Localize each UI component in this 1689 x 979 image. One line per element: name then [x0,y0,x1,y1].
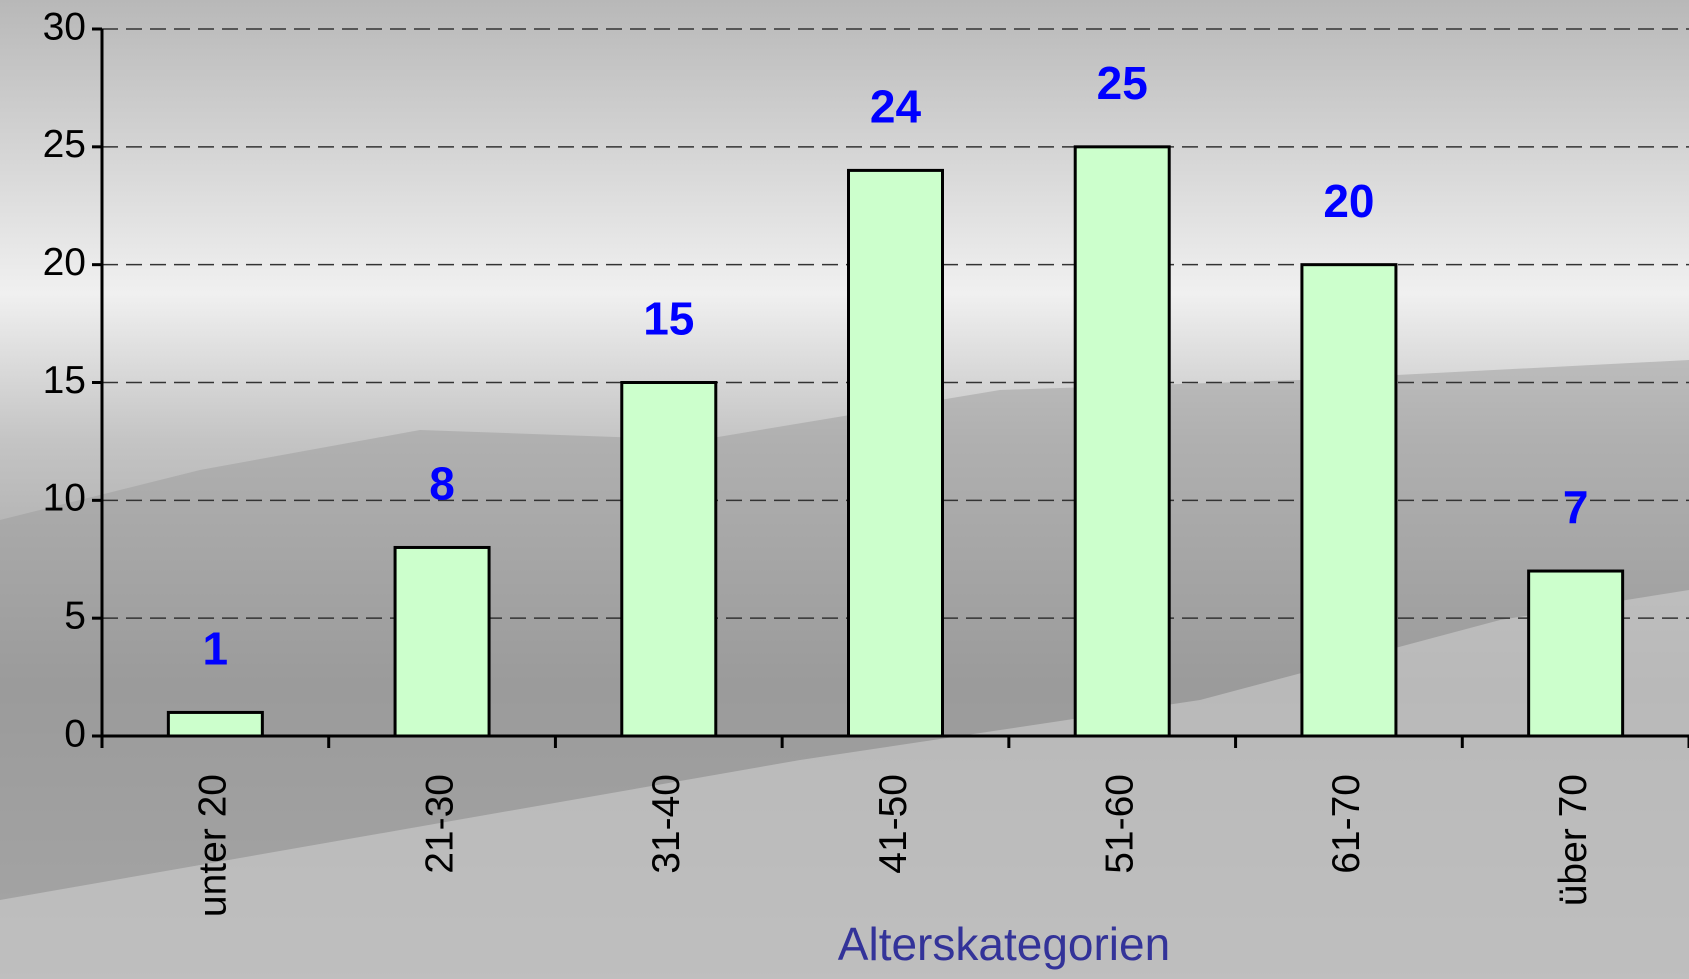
value-label: 7 [1563,481,1589,533]
y-tick-label: 25 [43,123,86,166]
y-tick-label: 20 [43,241,86,284]
bar [1073,145,1171,738]
bar [393,545,491,738]
x-tick-label: unter 20 [192,774,235,917]
value-label: 24 [870,81,922,133]
bar [847,168,944,738]
y-tick-label: 0 [64,712,86,755]
value-label: 1 [203,623,229,675]
bar [620,381,718,738]
x-tick-label: 61-70 [1325,774,1368,874]
x-tick-label: über 70 [1552,774,1595,906]
x-tick-label: 51-60 [1099,774,1142,874]
bar [166,710,264,738]
value-label: 25 [1097,57,1148,109]
x-axis-title: Alterskategorien [838,918,1170,970]
x-tick-label: 31-40 [645,774,688,874]
value-label: 20 [1323,175,1374,227]
value-label: 15 [643,293,694,345]
y-tick-label: 5 [64,594,86,637]
y-tick-label: 10 [43,477,86,520]
x-tick-label: 21-30 [418,774,461,874]
x-tick-label: 41-50 [872,774,915,874]
mountain-foreground [0,590,1689,979]
value-label: 8 [429,458,455,510]
bar [1300,263,1398,738]
y-tick-label: 15 [43,359,86,402]
y-tick-label: 30 [43,5,86,48]
bar [1527,569,1625,738]
